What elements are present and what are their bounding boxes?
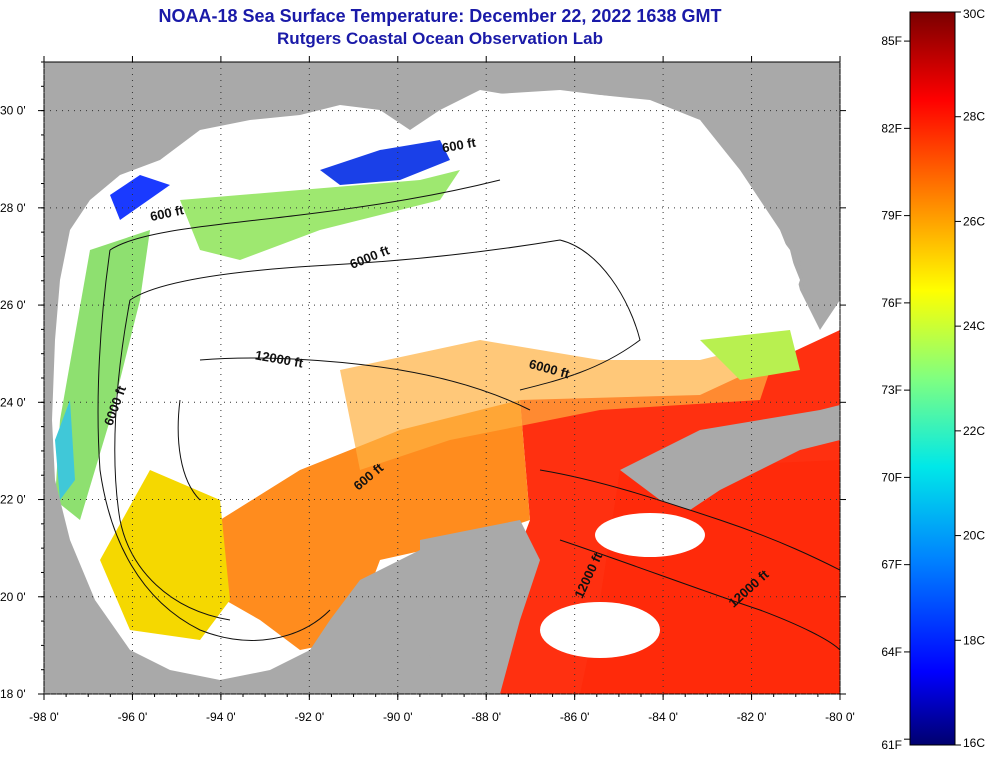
colorbar: [909, 11, 956, 746]
lat-tick-label: 20 0': [0, 590, 26, 604]
green-water-north: [180, 170, 460, 260]
lat-tick-label: 28 0': [0, 201, 26, 215]
lat-tick-label: 22 0': [0, 493, 26, 507]
mixed-central-band: [340, 340, 780, 470]
lon-tick-label: -94 0': [206, 710, 236, 724]
colorbar-label-fahrenheit: 85F: [881, 34, 902, 48]
colorbar-label-celsius: 16C: [963, 736, 985, 750]
colorbar-label-celsius: 20C: [963, 529, 985, 543]
cold-water-louisiana: [320, 140, 450, 185]
lon-tick-label: -92 0': [295, 710, 325, 724]
lat-tick-label: 24 0': [0, 395, 26, 409]
colorbar-label-celsius: 18C: [963, 633, 985, 647]
orange-water-region: [220, 400, 530, 650]
land-cuba: [620, 405, 840, 510]
map-title: NOAA-18 Sea Surface Temperature: Decembe…: [158, 6, 722, 26]
contour-12000ft: [177, 357, 531, 501]
map-subtitle: Rutgers Coastal Ocean Observation Lab: [277, 29, 603, 48]
cold-water-north: [110, 175, 170, 220]
colorbar-labels: 30C 28C 26C 24C 22C 20C 18C 16C 85F 82F 79F 76F 73F 7…: [881, 7, 985, 752]
lon-tick-label: -96 0': [118, 710, 148, 724]
lat-tick-label: 18 0': [0, 687, 26, 701]
colorbar-label-celsius: 30C: [963, 7, 985, 21]
colorbar-label-fahrenheit: 76F: [881, 296, 902, 310]
lon-tick-label: -80 0': [825, 710, 855, 724]
lat-tick-label: 30 0': [0, 104, 26, 118]
colorbar-label-celsius: 28C: [963, 110, 985, 124]
cloud-patch: [595, 513, 705, 557]
lon-tick-label: -84 0': [648, 710, 678, 724]
lon-tick-label: -88 0': [471, 710, 501, 724]
colorbar-label-fahrenheit: 82F: [881, 121, 902, 135]
contour-600ft: [97, 179, 501, 641]
lon-tick-label: -82 0': [737, 710, 767, 724]
axis-ticks: -98 0' -96 0' -94 0' -92 0' -90 0' -88 0' -86 …: [0, 56, 855, 724]
colorbar-label-fahrenheit: 79F: [881, 209, 902, 223]
colorbar-label-celsius: 26C: [963, 214, 985, 228]
cloud-patch: [540, 602, 660, 658]
colorbar-label-fahrenheit: 67F: [881, 558, 902, 572]
colorbar-label-fahrenheit: 64F: [881, 645, 902, 659]
cyan-water-region: [55, 400, 75, 500]
colorbar-label-fahrenheit: 73F: [881, 383, 902, 397]
lon-tick-label: -86 0': [560, 710, 590, 724]
contour-caribbean: [539, 469, 840, 651]
green-water-region: [55, 230, 150, 520]
colorbar-label-fahrenheit: 70F: [881, 470, 902, 484]
lon-tick-label: -98 0': [29, 710, 59, 724]
colorbar-label-celsius: 22C: [963, 424, 985, 438]
land-florida: [780, 62, 840, 320]
land-yucatan: [420, 520, 540, 694]
lon-tick-label: -90 0': [383, 710, 413, 724]
contour-6000ft: [114, 239, 641, 621]
green-water-florida: [700, 330, 800, 380]
contour-label: 600 ft: [441, 135, 478, 156]
colorbar-label-celsius: 24C: [963, 319, 985, 333]
cloud-over-land: [470, 90, 800, 340]
contour-label: 600 ft: [149, 202, 186, 224]
colorbar-label-fahrenheit: 61F: [881, 738, 902, 752]
lat-tick-label: 26 0': [0, 298, 26, 312]
